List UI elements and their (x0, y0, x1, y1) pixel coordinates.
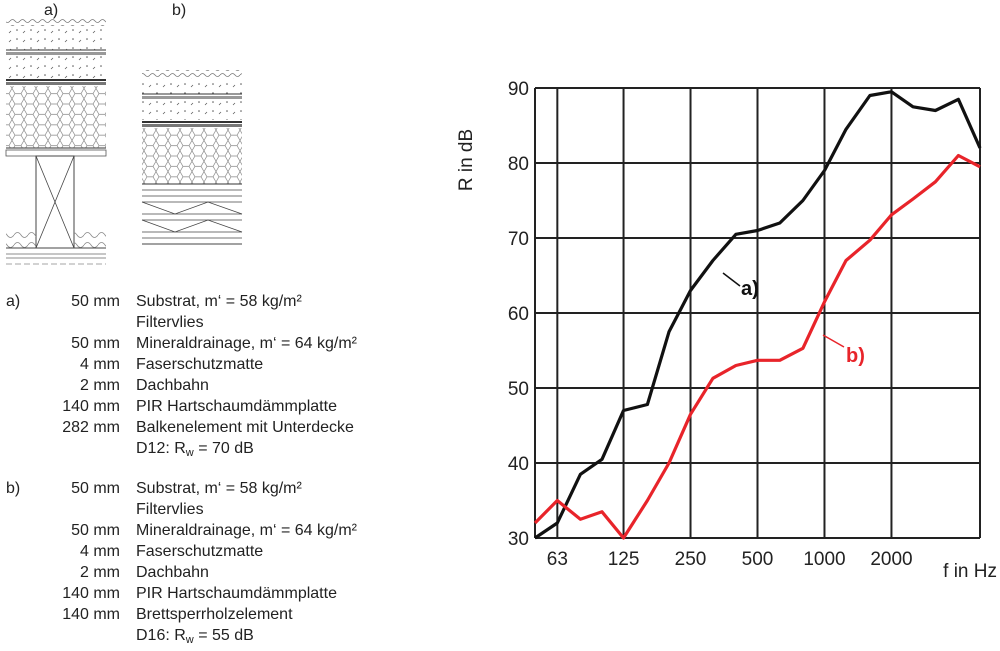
spec-row: 2 mm Dachbahn (0, 375, 440, 396)
series-label-a: a) (722, 272, 759, 300)
x-tick-label: 125 (608, 549, 640, 570)
chart-series (533, 90, 982, 540)
layer-thickness: 50 mm (71, 522, 120, 539)
spec-row: 4 mm Faserschutzmatte (0, 354, 440, 375)
layer-thickness: 140 mm (62, 585, 120, 602)
layer-thickness: 282 mm (62, 419, 120, 436)
layer-description: Faserschutzmatte (136, 543, 264, 560)
sound-rating-a: D12: Rw = 70 dB (136, 438, 254, 464)
spec-row: 4 mm Faserschutzmatte (0, 541, 440, 562)
layer-thickness: 2 mm (80, 564, 120, 581)
spec-row: 140 mm PIR Hartschaumdämmplatte (0, 396, 440, 417)
spec-key: a) (6, 293, 21, 310)
layer-description: Filtervlies (136, 501, 204, 518)
layer-description: Brettsperrholzelement (136, 606, 293, 623)
layer-description: Mineraldrainage, m‘ = 64 kg/m² (136, 522, 357, 539)
y-tick-label: 90 (508, 79, 529, 100)
y-tick-label: 80 (508, 154, 529, 175)
y-axis-label: R in dB (456, 129, 477, 191)
spec-row: Filtervlies (0, 312, 440, 333)
layer-description: PIR Hartschaumdämmplatte (136, 585, 337, 602)
layer-thickness: 50 mm (71, 480, 120, 497)
spec-row: 50 mm Mineraldrainage, m‘ = 64 kg/m² (0, 520, 440, 541)
layer-thickness: 2 mm (80, 377, 120, 394)
x-tick-label: 1000 (803, 549, 845, 570)
spec-row: a) 50 mm Substrat, m‘ = 58 kg/m² (0, 291, 440, 312)
section-a-drawing (5, 18, 107, 265)
section-b-drawing (141, 70, 243, 245)
layer-description: Dachbahn (136, 564, 209, 581)
spec-key: b) (6, 480, 21, 497)
y-tick-label: 70 (508, 229, 529, 250)
spec-rating-row: D12: Rw = 70 dB (0, 438, 440, 459)
x-axis-label: f in Hz (943, 561, 997, 582)
chart-ticks: 30 40 50 60 70 80 90 63 125 250 500 1000 2000 (508, 79, 913, 570)
layer-description: Dachbahn (136, 377, 209, 394)
layer-thickness: 4 mm (80, 356, 120, 373)
layer-thickness: 140 mm (62, 398, 120, 415)
spec-row: b) 50 mm Substrat, m‘ = 58 kg/m² (0, 478, 440, 499)
layer-description: Substrat, m‘ = 58 kg/m² (136, 293, 302, 310)
spec-row: 2 mm Dachbahn (0, 562, 440, 583)
series-label-b-text: b) (846, 345, 865, 367)
series-label-b: b) (822, 334, 865, 367)
spec-row: Filtervlies (0, 499, 440, 520)
spec-row: 50 mm Mineraldrainage, m‘ = 64 kg/m² (0, 333, 440, 354)
chart-grid (534, 87, 981, 539)
layer-thickness: 4 mm (80, 543, 120, 560)
sound-reduction-chart: 30 40 50 60 70 80 90 63 125 250 500 1000 2000 R in d… (456, 79, 997, 582)
y-tick-label: 60 (508, 304, 529, 325)
layer-description: Substrat, m‘ = 58 kg/m² (136, 480, 302, 497)
layer-description: PIR Hartschaumdämmplatte (136, 398, 337, 415)
layer-description: Balkenelement mit Unterdecke (136, 419, 354, 436)
y-tick-label: 50 (508, 379, 529, 400)
y-tick-label: 30 (508, 529, 529, 550)
sound-rating-b: D16: Rw = 55 dB (136, 625, 254, 651)
rating-subscript: w (185, 634, 194, 646)
layer-description: Filtervlies (136, 314, 204, 331)
spec-row: 140 mm Brettsperrholzelement (0, 604, 440, 625)
y-tick-label: 40 (508, 454, 529, 475)
rating-value: = 55 dB (193, 627, 254, 644)
x-tick-label: 63 (547, 549, 568, 570)
layer-description: Faserschutzmatte (136, 356, 264, 373)
rating-subscript: w (185, 447, 194, 459)
cross-section-drawings (5, 18, 243, 265)
x-tick-label: 2000 (870, 549, 912, 570)
spec-rating-row: D16: Rw = 55 dB (0, 625, 440, 646)
series-label-a-text: a) (741, 278, 759, 300)
panel-label-b: b) (172, 2, 187, 19)
layer-description: Mineraldrainage, m‘ = 64 kg/m² (136, 335, 357, 352)
spec-row: 140 mm PIR Hartschaumdämmplatte (0, 583, 440, 604)
x-tick-label: 500 (742, 549, 774, 570)
layer-thickness: 50 mm (71, 293, 120, 310)
series-line-a (534, 90, 982, 540)
rating-prefix: D16: R (136, 627, 186, 644)
spec-list-b: b) 50 mm Substrat, m‘ = 58 kg/m² Filterv… (0, 478, 440, 646)
series-line-b (533, 153, 981, 540)
x-tick-label: 250 (675, 549, 707, 570)
layer-thickness: 50 mm (71, 335, 120, 352)
rating-prefix: D12: R (136, 440, 186, 457)
spec-row: 282 mm Balkenelement mit Unterdecke (0, 417, 440, 438)
panel-label-a: a) (44, 2, 59, 19)
layer-thickness: 140 mm (62, 606, 120, 623)
spec-list-a: a) 50 mm Substrat, m‘ = 58 kg/m² Filterv… (0, 291, 440, 459)
rating-value: = 70 dB (193, 440, 254, 457)
